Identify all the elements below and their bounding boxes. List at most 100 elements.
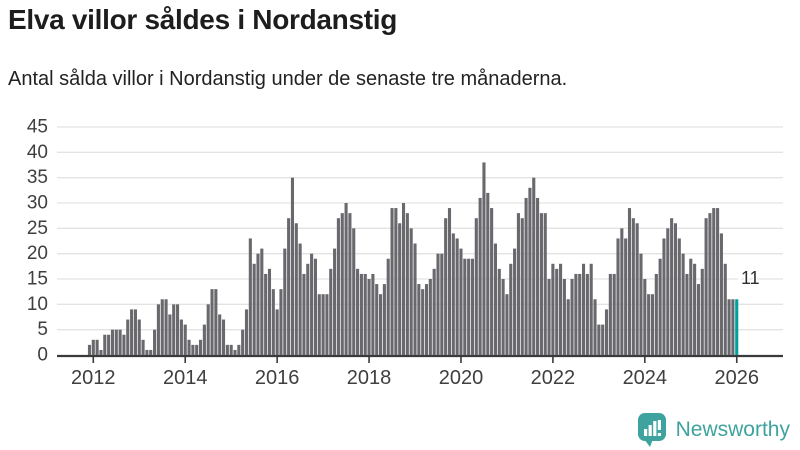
bar [723, 263, 727, 355]
bar [103, 334, 107, 355]
bar [470, 258, 475, 355]
bar [516, 213, 520, 355]
bar [382, 284, 386, 355]
x-tick-label: 2022 [531, 367, 576, 389]
bar [114, 329, 118, 355]
bar [620, 228, 624, 355]
bar [363, 273, 367, 355]
bar [126, 319, 130, 355]
bar [424, 284, 429, 355]
bar [256, 253, 260, 355]
bar [198, 339, 203, 355]
y-tick-label: 40 [27, 142, 48, 163]
bar [716, 208, 720, 355]
bar [532, 177, 536, 355]
bar [428, 279, 432, 355]
bar [183, 324, 187, 355]
bar [229, 344, 233, 355]
bar [133, 309, 137, 355]
bar [482, 162, 486, 355]
bar [493, 243, 497, 355]
bar [187, 339, 191, 355]
bar [631, 218, 635, 355]
bar [612, 273, 616, 355]
bar [405, 213, 409, 355]
bar [336, 218, 340, 355]
bar [650, 294, 655, 355]
bar [654, 273, 658, 355]
bar [290, 177, 295, 355]
bar [708, 213, 712, 355]
bar [566, 299, 570, 355]
bar [386, 258, 390, 355]
bar [467, 258, 471, 355]
bar [298, 243, 302, 355]
bar [440, 253, 444, 355]
bar [662, 238, 666, 355]
x-tick-label: 2016 [255, 367, 300, 389]
bar [348, 213, 352, 355]
bar [313, 258, 317, 355]
bar [107, 334, 111, 355]
bar [321, 294, 325, 355]
bar [539, 213, 543, 355]
bar [294, 223, 298, 355]
bar [693, 263, 697, 355]
bar [271, 289, 275, 355]
bar [455, 238, 459, 355]
bar [555, 268, 559, 355]
bar [241, 329, 245, 355]
bar [666, 228, 670, 355]
bar [390, 208, 394, 355]
bar [559, 263, 563, 355]
bar [490, 208, 494, 355]
x-tick-label: 2024 [623, 367, 668, 389]
y-tick-label: 20 [27, 243, 48, 264]
bar [647, 294, 651, 355]
bar [677, 238, 681, 355]
bar [673, 223, 678, 355]
bar [597, 324, 601, 355]
bar [260, 248, 264, 355]
bar [727, 299, 731, 355]
bar [574, 273, 578, 355]
x-tick-label: 2012 [71, 367, 116, 389]
bar [302, 273, 306, 355]
bar [570, 279, 574, 355]
bar [601, 324, 605, 355]
newsworthy-logo-text: Newsworthy [675, 418, 790, 441]
bar [501, 279, 505, 355]
x-tick-label: 2018 [347, 367, 392, 389]
bar [681, 253, 685, 355]
y-tick-label: 15 [27, 269, 48, 290]
x-tick-label: 2020 [439, 367, 484, 389]
bar [604, 309, 609, 355]
bar [168, 314, 172, 355]
bar [283, 248, 287, 355]
bar [608, 273, 612, 355]
bar [459, 248, 463, 355]
bar [252, 263, 256, 355]
bar [160, 299, 164, 355]
bar [149, 349, 153, 355]
bar [95, 339, 99, 355]
y-tick-label: 35 [27, 167, 48, 188]
bar [689, 258, 693, 355]
bar [275, 309, 279, 355]
bar [375, 284, 379, 355]
bar [214, 289, 218, 355]
bar [401, 203, 406, 355]
bar [685, 273, 689, 355]
bar [325, 294, 329, 355]
bar [137, 319, 141, 355]
y-tick-label: 30 [27, 193, 48, 214]
bar [264, 273, 268, 355]
bar [191, 344, 195, 355]
bar [248, 238, 252, 355]
bar [447, 208, 452, 355]
bar [233, 349, 237, 355]
bar [520, 218, 524, 355]
speech-bubble-bar-chart-icon [637, 413, 666, 447]
bar [267, 268, 272, 355]
bar [581, 263, 586, 355]
